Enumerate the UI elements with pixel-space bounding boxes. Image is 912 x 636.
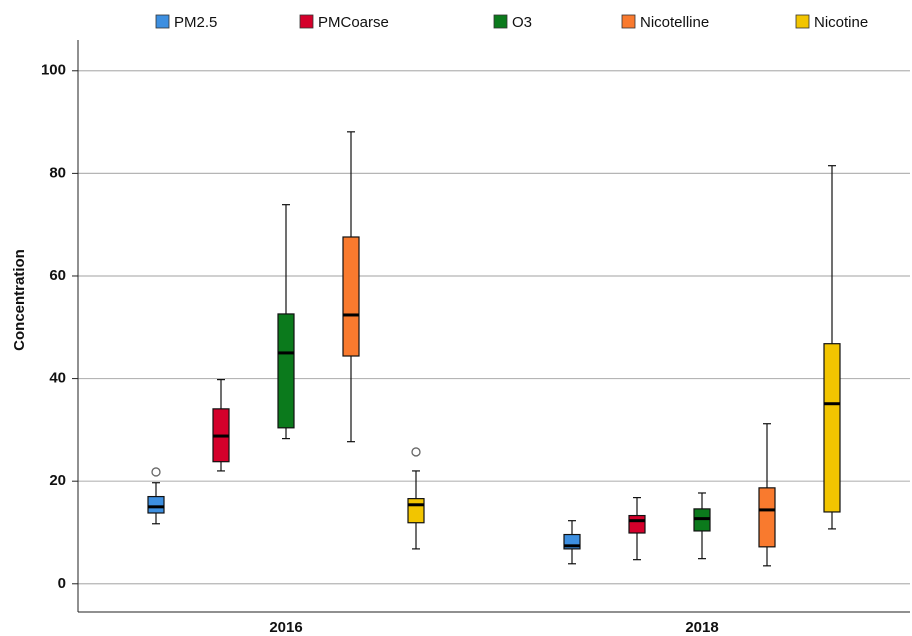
y-tick-label: 80	[49, 164, 66, 181]
box	[628, 514, 646, 534]
x-tick-label: 2018	[685, 619, 718, 636]
legend-swatch	[621, 14, 636, 29]
y-tick-label: 0	[58, 575, 66, 592]
legend-label: O3	[512, 14, 532, 31]
legend-swatch	[795, 14, 810, 29]
legend-label: Nicotelline	[640, 14, 709, 31]
y-tick-label: 40	[49, 370, 66, 387]
legend-swatch	[299, 14, 314, 29]
box	[407, 498, 425, 524]
box	[758, 487, 776, 548]
legend-label: PMCoarse	[318, 14, 389, 31]
box	[342, 236, 360, 357]
box	[147, 495, 165, 514]
legend-label: PM2.5	[174, 14, 217, 31]
y-tick-label: 100	[41, 62, 66, 79]
outlier	[151, 467, 161, 477]
box	[277, 313, 295, 429]
y-tick-label: 20	[49, 472, 66, 489]
legend-swatch	[155, 14, 170, 29]
x-tick-label: 2016	[269, 619, 302, 636]
y-tick-label: 60	[49, 267, 66, 284]
box	[823, 343, 841, 513]
outlier	[411, 447, 421, 457]
legend-label: Nicotine	[814, 14, 868, 31]
legend-swatch	[493, 14, 508, 29]
y-axis-label: Concentration	[11, 249, 28, 351]
